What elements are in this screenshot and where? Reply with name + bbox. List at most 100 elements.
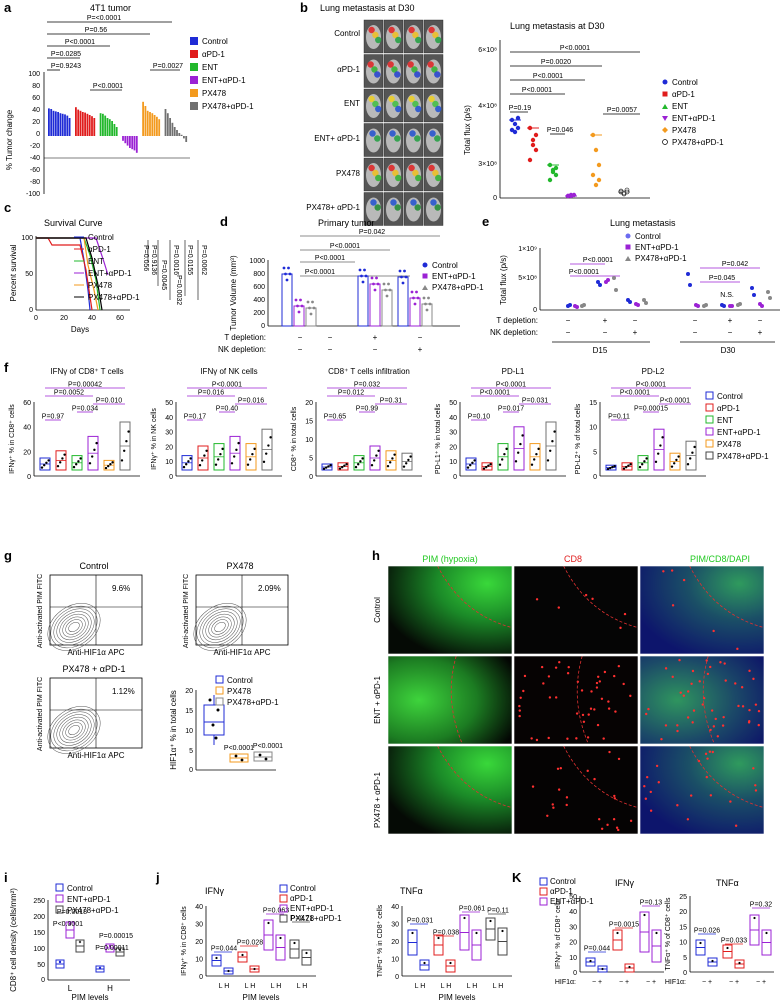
panel-a-title: 4T1 tumor (90, 3, 131, 13)
signal-blob (372, 100, 379, 108)
i-ytick: 50 (37, 962, 45, 969)
panel-j-label: j (155, 870, 160, 885)
cd8-cell (691, 669, 695, 673)
cd8-cell (575, 737, 578, 740)
box-point (251, 452, 254, 456)
density-contour (47, 603, 101, 651)
bar-point (288, 272, 292, 276)
box-point (361, 457, 364, 460)
waterfall-bar (146, 110, 149, 136)
label: P=0.033 (721, 938, 747, 945)
cd8-cell (754, 789, 758, 792)
cd8-cell (587, 713, 590, 716)
cd8-cell (614, 710, 617, 713)
label: − + (646, 979, 656, 986)
signal-blob (368, 164, 375, 172)
cd8-cell (719, 661, 722, 664)
signal-blob (434, 135, 441, 142)
bar-point (376, 282, 380, 286)
waterfall-bar (57, 112, 59, 136)
a-pvalue: P<0.0001 (65, 39, 95, 46)
label: − + (729, 979, 739, 986)
box-point (659, 444, 662, 447)
cd8-cell (712, 725, 716, 728)
cd8-cell (622, 682, 625, 686)
panel-i-label: i (4, 870, 8, 885)
density-contour (59, 716, 89, 744)
j-plots: 40 30 20 10 0 IFNγ⁺ % in CD8⁺ cells PIM levels… (181, 904, 512, 1002)
signal-blob (388, 95, 395, 103)
label: 30 (569, 924, 577, 931)
signal-blob (412, 31, 419, 39)
g-ytick: 5 (189, 748, 193, 755)
density-contour (193, 603, 247, 651)
b-pvalue: P=0.0057 (607, 107, 637, 114)
box-point (45, 461, 48, 464)
bar-point (294, 298, 298, 302)
box-point (691, 451, 694, 454)
c-xtick: 0 (34, 315, 38, 322)
bar-point (413, 302, 417, 306)
density-contour (65, 722, 83, 738)
box-point (215, 956, 218, 960)
waterfall-bar (151, 113, 154, 136)
label: Anti-HIF1α APC (67, 751, 124, 760)
cd8-cell (535, 598, 539, 601)
cd8-cell (645, 712, 648, 716)
label: L H (219, 983, 230, 990)
legend-swatch (190, 37, 198, 45)
signal-blob (374, 71, 381, 78)
label: 15 (589, 400, 597, 407)
label: 20 (305, 400, 313, 407)
i-pvalue: P=0.00015 (99, 933, 133, 940)
legend-label: PX478 (202, 89, 227, 98)
box-point (230, 462, 234, 465)
label: 25 (679, 894, 687, 901)
waterfall-bar (111, 121, 113, 136)
cd8-cell (676, 804, 679, 807)
panel-b-chart-title: Lung metastasis at D30 (510, 21, 605, 31)
cd8-cell (586, 769, 589, 773)
box-point (125, 440, 128, 443)
waterfall-bar (164, 109, 167, 136)
cd8-cell (565, 796, 569, 799)
box-point (77, 460, 80, 463)
legend-label: ENT+αPD-1 (67, 895, 111, 904)
cd8-cell (552, 806, 555, 809)
scatter-point (644, 301, 648, 305)
panel-b-image-title: Lung metastasis at D30 (320, 3, 415, 13)
cd8-cell (686, 818, 690, 821)
label: 20 (449, 444, 457, 451)
box-point (91, 455, 94, 458)
cd8-cell (754, 784, 757, 787)
panel-d-label: d (220, 214, 228, 229)
a-ytick: 60 (32, 95, 40, 102)
cd8-cell (649, 809, 653, 812)
label: P=0.40 (216, 406, 238, 413)
hypoxia-boundary (576, 655, 589, 745)
e-group: D15 (593, 346, 608, 355)
i-pvalue: P<0.0001 (53, 921, 83, 928)
legend-label: PX478 (227, 687, 252, 696)
label: Anti-HIF1α APC (213, 648, 270, 657)
cd8-cell (712, 629, 715, 633)
bar-point (410, 290, 414, 294)
cd8-cell (647, 707, 650, 711)
density-contour (62, 616, 86, 638)
cd8-cell (547, 675, 551, 678)
label: 0 (27, 474, 31, 481)
legend-label: ENT+αPD-1 (88, 269, 132, 278)
bar-point (400, 275, 403, 279)
cd8-cell (554, 696, 558, 699)
box-point (473, 459, 476, 462)
cd8-cell (671, 675, 674, 679)
box-point (638, 465, 642, 469)
waterfall-bar (86, 113, 89, 136)
cd8-cell (676, 729, 679, 733)
label: P=0.026 (694, 928, 720, 935)
legend-label: Control (202, 37, 228, 46)
label: 10 (391, 957, 399, 964)
cd8-cell (757, 709, 761, 713)
micrograph-tile (514, 566, 638, 654)
